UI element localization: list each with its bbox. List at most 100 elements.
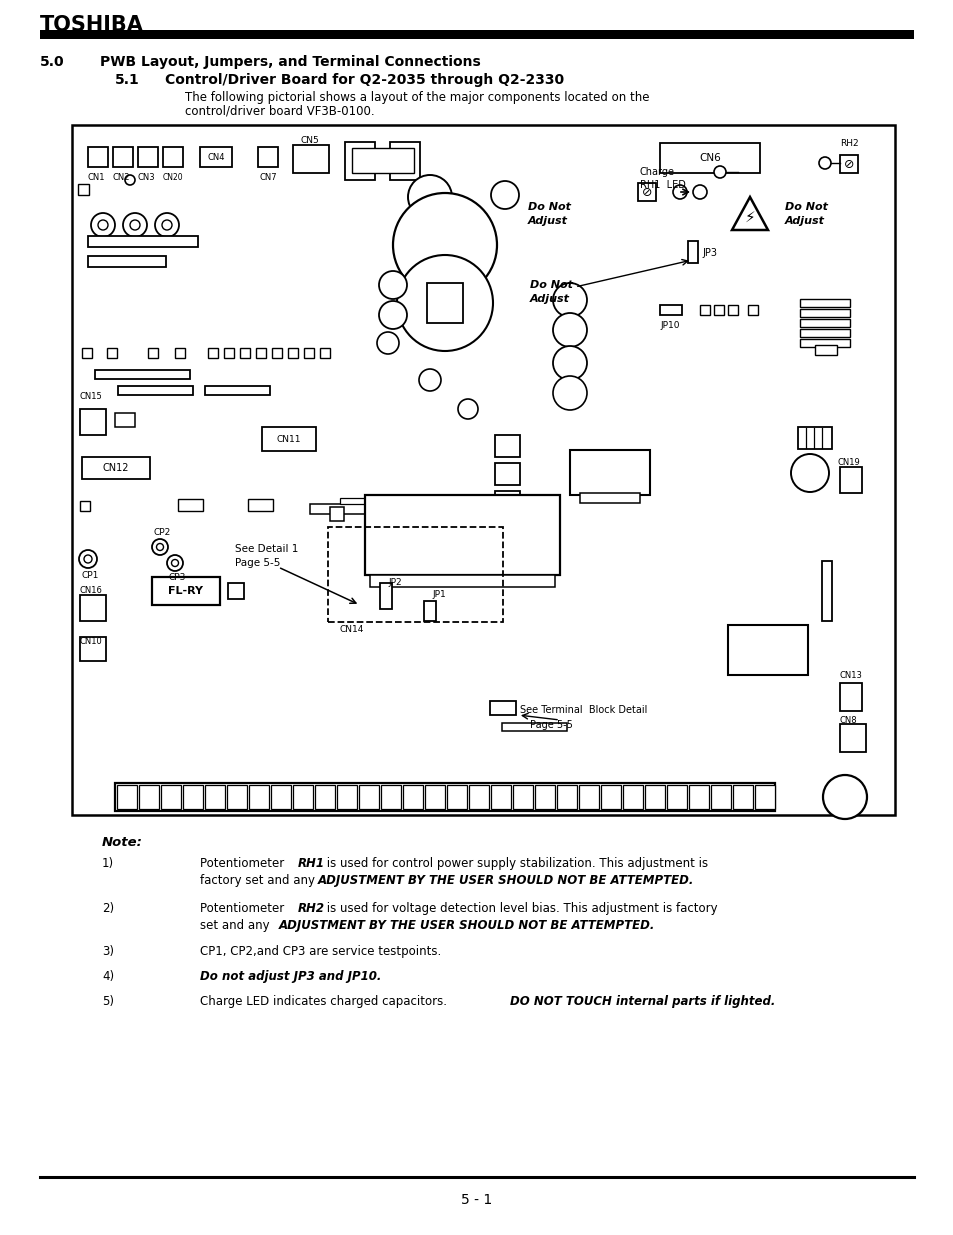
Bar [293,785,313,809]
Text: CN3: CN3 [138,173,155,182]
Circle shape [154,212,179,237]
Text: Adjust: Adjust [527,216,567,226]
Circle shape [408,175,452,219]
Bar [688,785,708,809]
Bar [205,387,270,395]
Circle shape [672,185,686,199]
Circle shape [130,220,140,230]
Bar [148,348,158,358]
Bar [224,348,233,358]
Bar [424,785,444,809]
Circle shape [123,212,147,237]
Text: 5.1: 5.1 [115,73,139,86]
Circle shape [393,193,497,296]
Bar [288,348,297,358]
Text: CN11: CN11 [276,435,301,443]
Circle shape [553,346,586,380]
Text: TOSHIBA: TOSHIBA [40,15,144,35]
Text: JP2: JP2 [388,578,401,587]
Text: CP3: CP3 [169,573,186,582]
Bar [800,299,849,308]
Bar [88,236,198,247]
Bar [365,495,559,576]
Text: Potentiometer: Potentiometer [200,902,288,915]
Text: Note:: Note: [102,836,143,848]
Bar [227,785,247,809]
Bar [88,147,108,167]
Text: is used for voltage detection level bias. This adjustment is factory: is used for voltage detection level bias… [323,902,717,915]
Text: CN1: CN1 [88,173,106,182]
Text: RH2: RH2 [840,140,858,148]
Bar [710,785,730,809]
Circle shape [79,550,97,568]
Text: CN5: CN5 [300,136,319,144]
Bar [183,785,203,809]
Bar [495,463,519,485]
Bar [427,283,462,324]
Circle shape [553,283,586,317]
Text: CN12: CN12 [103,463,129,473]
Bar [336,785,356,809]
Text: CN13: CN13 [840,671,862,680]
Bar [380,785,400,809]
Bar [82,348,91,358]
Bar [797,427,831,450]
Bar [174,348,185,358]
Bar [821,561,831,621]
Bar [622,785,642,809]
Bar [423,601,436,621]
Text: CN10: CN10 [80,637,103,646]
Bar [495,435,519,457]
Bar [310,504,455,514]
Bar [666,785,686,809]
Bar [814,345,836,354]
Bar [469,785,489,809]
Bar [491,785,511,809]
Text: Page 5-5: Page 5-5 [530,720,572,730]
Bar [579,493,639,503]
Circle shape [713,165,725,178]
Text: RH1: RH1 [297,857,325,869]
Bar [328,527,502,622]
Bar [257,147,277,167]
Bar [800,329,849,337]
Bar [700,305,709,315]
Text: ADJUSTMENT BY THE USER SHOULD NOT BE ATTEMPTED.: ADJUSTMENT BY THE USER SHOULD NOT BE ATT… [278,919,655,932]
Text: JP10: JP10 [659,321,679,330]
Bar [659,305,681,315]
Text: ADJUSTMENT BY THE USER SHOULD NOT BE ATTEMPTED.: ADJUSTMENT BY THE USER SHOULD NOT BE ATT… [317,874,694,887]
Text: Do Not: Do Not [530,280,573,290]
Bar [800,309,849,317]
Bar [240,348,250,358]
Bar [112,147,132,167]
Circle shape [396,254,493,351]
Bar [71,125,894,815]
Text: CN20: CN20 [163,173,183,182]
Bar [800,319,849,327]
Bar [117,785,137,809]
Bar [80,637,106,661]
Bar [659,143,760,173]
Bar [272,348,282,358]
Bar [107,348,117,358]
Text: JP3: JP3 [701,248,717,258]
Bar [82,457,150,479]
Text: 5): 5) [102,995,113,1008]
Bar [402,785,422,809]
Text: CN7: CN7 [260,173,277,182]
Bar [304,348,314,358]
Circle shape [156,543,163,551]
Text: CN2: CN2 [112,173,131,182]
Circle shape [378,270,407,299]
Text: Do Not: Do Not [527,203,571,212]
Text: See Detail 1: See Detail 1 [234,543,298,555]
Bar [754,785,774,809]
Bar [314,785,335,809]
Text: CN4: CN4 [207,152,225,162]
Bar [447,785,467,809]
Text: RH1  LED: RH1 LED [639,180,685,190]
Circle shape [457,399,477,419]
Bar [255,348,266,358]
Bar [40,30,913,40]
Bar [271,785,291,809]
